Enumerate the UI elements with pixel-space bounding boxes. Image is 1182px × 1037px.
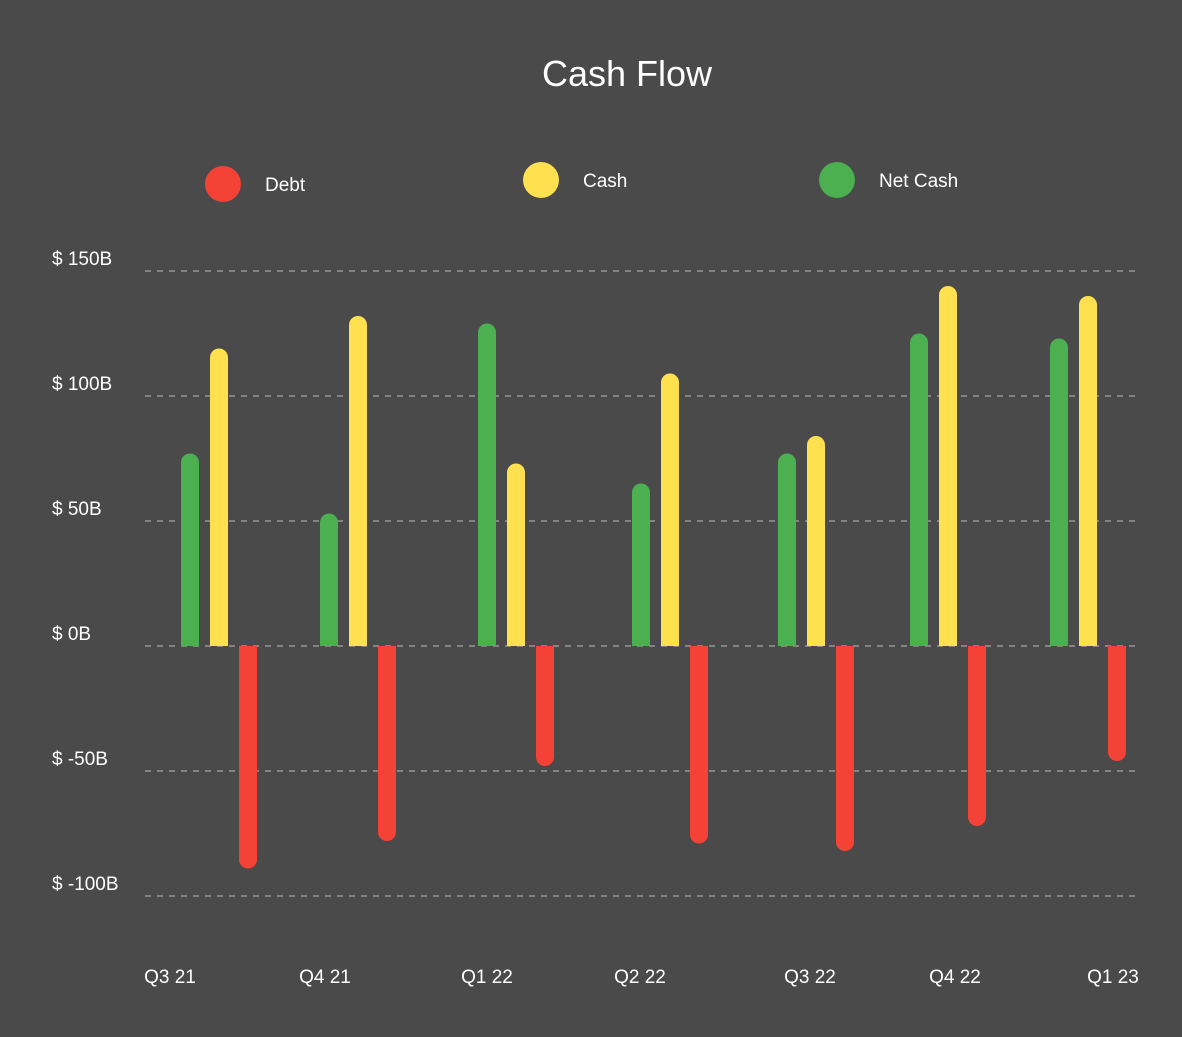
y-tick-label: $ 0B [52, 624, 91, 645]
y-tick-label: $ -100B [52, 874, 119, 895]
bar-net-cash-q3-21 [181, 453, 199, 646]
legend: Debt Cash Net Cash [205, 162, 958, 202]
bars [181, 286, 1126, 869]
bar-cash-q3-21 [210, 348, 228, 646]
bar-net-cash-q3-22 [778, 453, 796, 646]
legend-marker-net-cash [819, 162, 855, 198]
x-tick-label: Q2 22 [614, 967, 666, 988]
bar-debt-q4-22 [968, 646, 986, 826]
bar-debt-q3-21 [239, 646, 257, 869]
bar-cash-q1-22 [507, 463, 525, 646]
bar-cash-q3-22 [807, 436, 825, 646]
x-tick-label: Q1 23 [1087, 967, 1139, 988]
bar-debt-q1-22 [536, 646, 554, 766]
bar-debt-q4-21 [378, 646, 396, 841]
bar-net-cash-q4-22 [910, 333, 928, 646]
x-axis: Q3 21 Q4 21 Q1 22 Q2 22 Q3 22 Q4 22 Q1 23 [144, 967, 1139, 988]
x-tick-label: Q1 22 [461, 967, 513, 988]
bar-debt-q2-22 [690, 646, 708, 844]
y-tick-label: $ 100B [52, 374, 112, 395]
x-tick-label: Q4 21 [299, 967, 351, 988]
bar-net-cash-q1-22 [478, 323, 496, 646]
chart-title: Cash Flow [542, 53, 713, 94]
bar-cash-q4-21 [349, 316, 367, 646]
x-tick-label: Q4 22 [929, 967, 981, 988]
bar-cash-q1-23 [1079, 296, 1097, 646]
y-tick-label: $ 150B [52, 249, 112, 270]
x-tick-label: Q3 22 [784, 967, 836, 988]
bar-debt-q3-22 [836, 646, 854, 851]
bar-net-cash-q1-23 [1050, 338, 1068, 646]
legend-label-debt: Debt [265, 175, 306, 196]
legend-marker-cash [523, 162, 559, 198]
legend-marker-debt [205, 166, 241, 202]
bar-cash-q4-22 [939, 286, 957, 646]
y-tick-label: $ -50B [52, 749, 108, 770]
bar-net-cash-q4-21 [320, 513, 338, 646]
y-axis: $ 150B $ 100B $ 50B $ 0B $ -50B $ -100B [52, 249, 119, 895]
bar-debt-q1-23 [1108, 646, 1126, 761]
y-tick-label: $ 50B [52, 499, 102, 520]
x-tick-label: Q3 21 [144, 967, 196, 988]
legend-label-net-cash: Net Cash [879, 171, 958, 192]
legend-label-cash: Cash [583, 171, 627, 192]
bar-net-cash-q2-22 [632, 483, 650, 646]
bar-cash-q2-22 [661, 373, 679, 646]
